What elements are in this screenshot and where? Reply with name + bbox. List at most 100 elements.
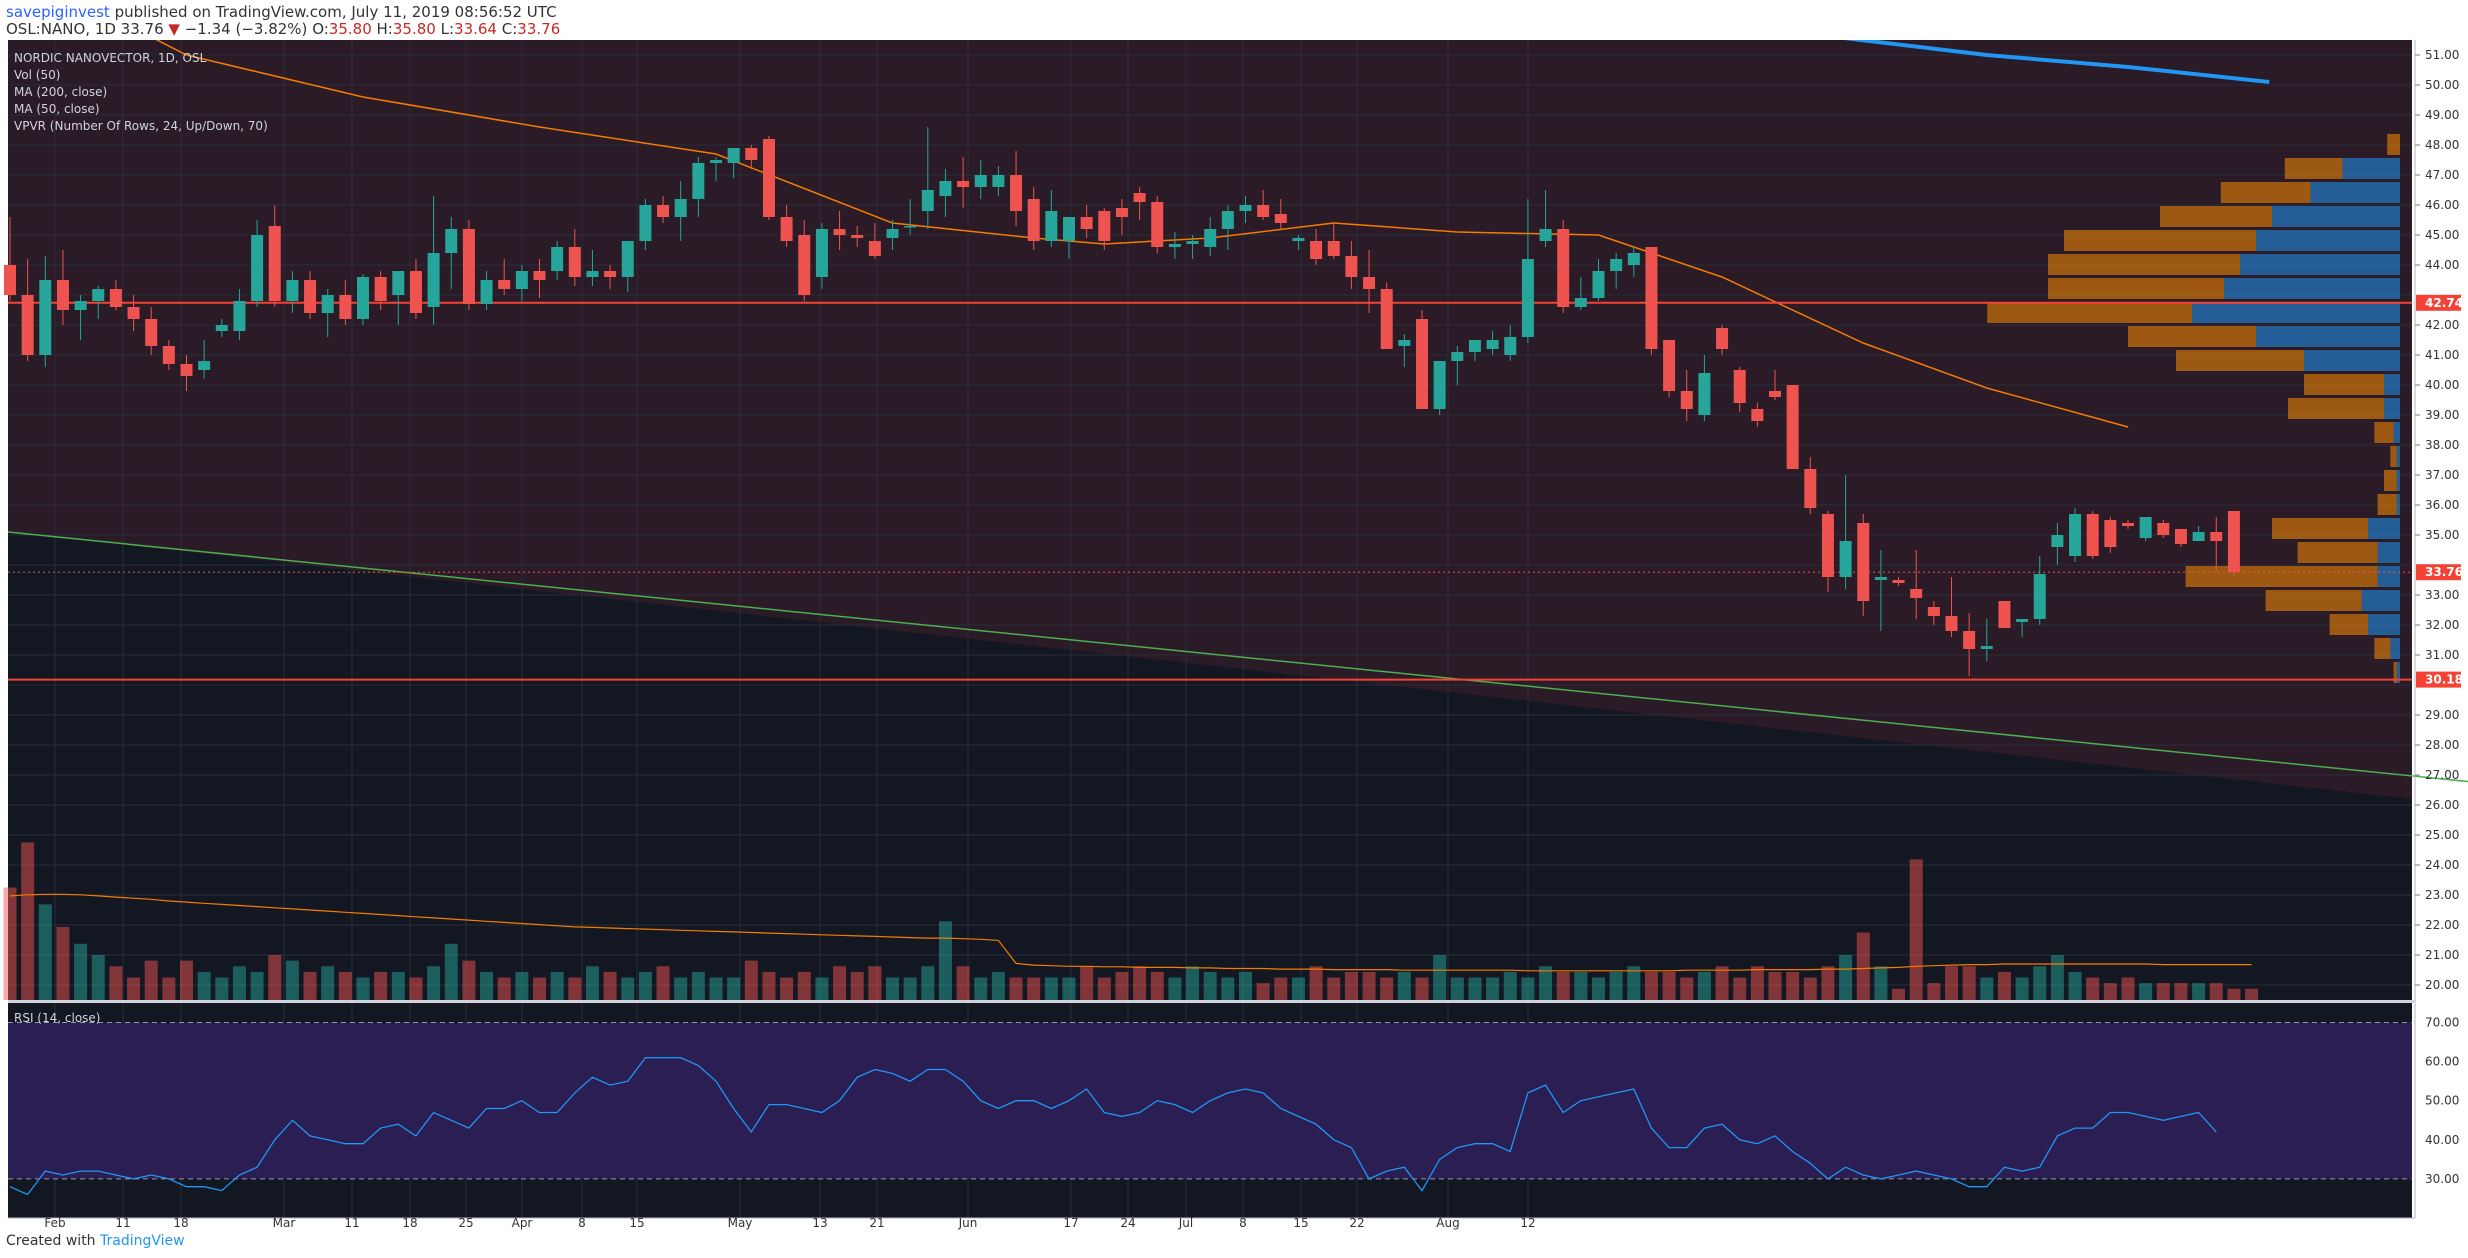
chart-canvas[interactable]: 20.00 21.00 22.00 23.00 24.00 25.00 26.00 27.00… — [0, 40, 2468, 1230]
time-tick-label: Mar — [273, 1216, 296, 1230]
vpvr-up-bar — [2224, 278, 2400, 299]
candle-body — [74, 301, 87, 310]
time-tick-label: 17 — [1063, 1216, 1078, 1230]
vpvr-down-bar — [2185, 566, 2378, 587]
price-tick-label: 35.00 — [2425, 528, 2459, 542]
time-axis[interactable]: Feb 11 18 Mar 11 18 25 Apr 8 15 May 13 21 Jun 17 24 Jul 8… — [8, 1216, 2415, 1230]
candle-body — [1327, 241, 1340, 256]
volume-bar — [109, 966, 123, 1000]
candle-body — [621, 241, 634, 277]
time-tick-label: 15 — [1293, 1216, 1308, 1230]
candle-body — [798, 235, 811, 295]
symbol-line: OSL:NANO, 1D 33.76 ▼ −1.34 (−3.82%) O:35… — [6, 20, 560, 38]
volume-bars — [3, 842, 2259, 1000]
time-tick-label: Jul — [1178, 1216, 1193, 1230]
trendline[interactable] — [7, 531, 2468, 799]
candle-body — [886, 229, 899, 238]
grid-lines — [8, 40, 2412, 1218]
close-label: C: — [501, 20, 518, 38]
candle-body — [833, 229, 846, 235]
candle-body — [1504, 337, 1517, 355]
candle-body — [498, 280, 511, 289]
candle-body — [251, 235, 264, 301]
candle-body — [868, 241, 881, 256]
time-tick-label: 15 — [629, 1216, 644, 1230]
price-tick-label: 25.00 — [2425, 828, 2459, 842]
candle-body — [1663, 340, 1676, 391]
volume-bar — [1150, 971, 1164, 1000]
candle-body — [1292, 238, 1305, 241]
candle-body — [1416, 319, 1428, 409]
volume-bar — [1750, 966, 1764, 1000]
candle-body — [1645, 247, 1658, 349]
volume-bar — [797, 971, 811, 1000]
open-value: 35.80 — [328, 20, 372, 38]
vpvr-down-bar — [2220, 182, 2311, 203]
candle-body — [1098, 211, 1111, 241]
volume-bar — [2050, 955, 2064, 1000]
candle-body — [1733, 370, 1746, 403]
rsi-tick-label: 40.00 — [2425, 1133, 2459, 1147]
last-price: 33.76 — [120, 20, 164, 38]
vpvr-down-bar — [2390, 446, 2397, 467]
volume-bar — [338, 971, 352, 1000]
candle-body — [127, 307, 140, 319]
time-tick-label: 24 — [1120, 1216, 1135, 1230]
volume-bar — [956, 966, 970, 1000]
candle-body — [286, 280, 299, 301]
candle-body — [2051, 535, 2064, 547]
volume-bar — [144, 960, 158, 1000]
volume-bar — [2033, 966, 2047, 1000]
vpvr-down-bar — [2048, 278, 2224, 299]
time-tick-label: 8 — [578, 1216, 586, 1230]
vpvr-down-bar — [2284, 158, 2343, 179]
candle-body — [1133, 193, 1146, 202]
vpvr-down-bar — [2297, 542, 2378, 563]
volume-bar — [1062, 977, 1076, 1000]
volume-bar — [2245, 988, 2259, 1000]
volume-bar — [180, 960, 193, 1000]
vpvr-down-bar — [1987, 302, 2192, 323]
time-tick-label: Aug — [1436, 1216, 1459, 1230]
volume-bar — [1433, 955, 1447, 1000]
vpvr-up-bar — [2192, 302, 2400, 323]
volume-bar — [1133, 966, 1147, 1000]
volume-bar — [3, 887, 17, 1000]
candle-body — [215, 325, 228, 331]
symbol-text: OSL:NANO, 1D — [6, 20, 116, 38]
candle-body — [1310, 241, 1323, 259]
volume-bar — [1803, 977, 1817, 1000]
tradingview-logo[interactable]: TradingView — [100, 1233, 185, 1249]
candle-body — [762, 139, 775, 217]
rsi-label: RSI (14, close) — [14, 1011, 100, 1025]
candle-body — [921, 190, 934, 211]
legend-ma50: MA (50, close) — [14, 102, 100, 116]
volume-bar — [1221, 977, 1235, 1000]
candle-body — [374, 277, 387, 301]
volume-bar — [515, 971, 529, 1000]
candle-body — [1521, 259, 1534, 337]
volume-bar — [603, 971, 617, 1000]
volume-bar — [1574, 971, 1588, 1000]
price-tick-label: 23.00 — [2425, 888, 2459, 902]
price-tick-label: 41.00 — [2425, 348, 2459, 362]
price-tick-label: 27.00 — [2425, 768, 2459, 782]
candle-body — [2227, 511, 2240, 573]
volume-bar — [2209, 983, 2223, 1000]
vpvr-up-bar — [2377, 542, 2400, 563]
price-axis[interactable]: 20.00 21.00 22.00 23.00 24.00 25.00 26.00 27.00… — [8, 40, 2463, 1218]
candle-body — [727, 148, 740, 163]
author-link[interactable]: savepiginvest — [6, 3, 110, 21]
volume-bar — [744, 960, 758, 1000]
volume-bar — [197, 971, 211, 1000]
volume-bar — [1821, 966, 1835, 1000]
low-value: 33.64 — [454, 20, 497, 38]
price-label: 42.74 — [2425, 296, 2463, 310]
candle-body — [974, 175, 987, 187]
candle-body — [939, 181, 952, 196]
time-tick-label: 21 — [869, 1216, 884, 1230]
candle-body — [674, 199, 687, 217]
horizontal-lines[interactable] — [8, 301, 2412, 681]
price-label: 30.18 — [2425, 673, 2463, 687]
candle-body — [2174, 529, 2187, 544]
